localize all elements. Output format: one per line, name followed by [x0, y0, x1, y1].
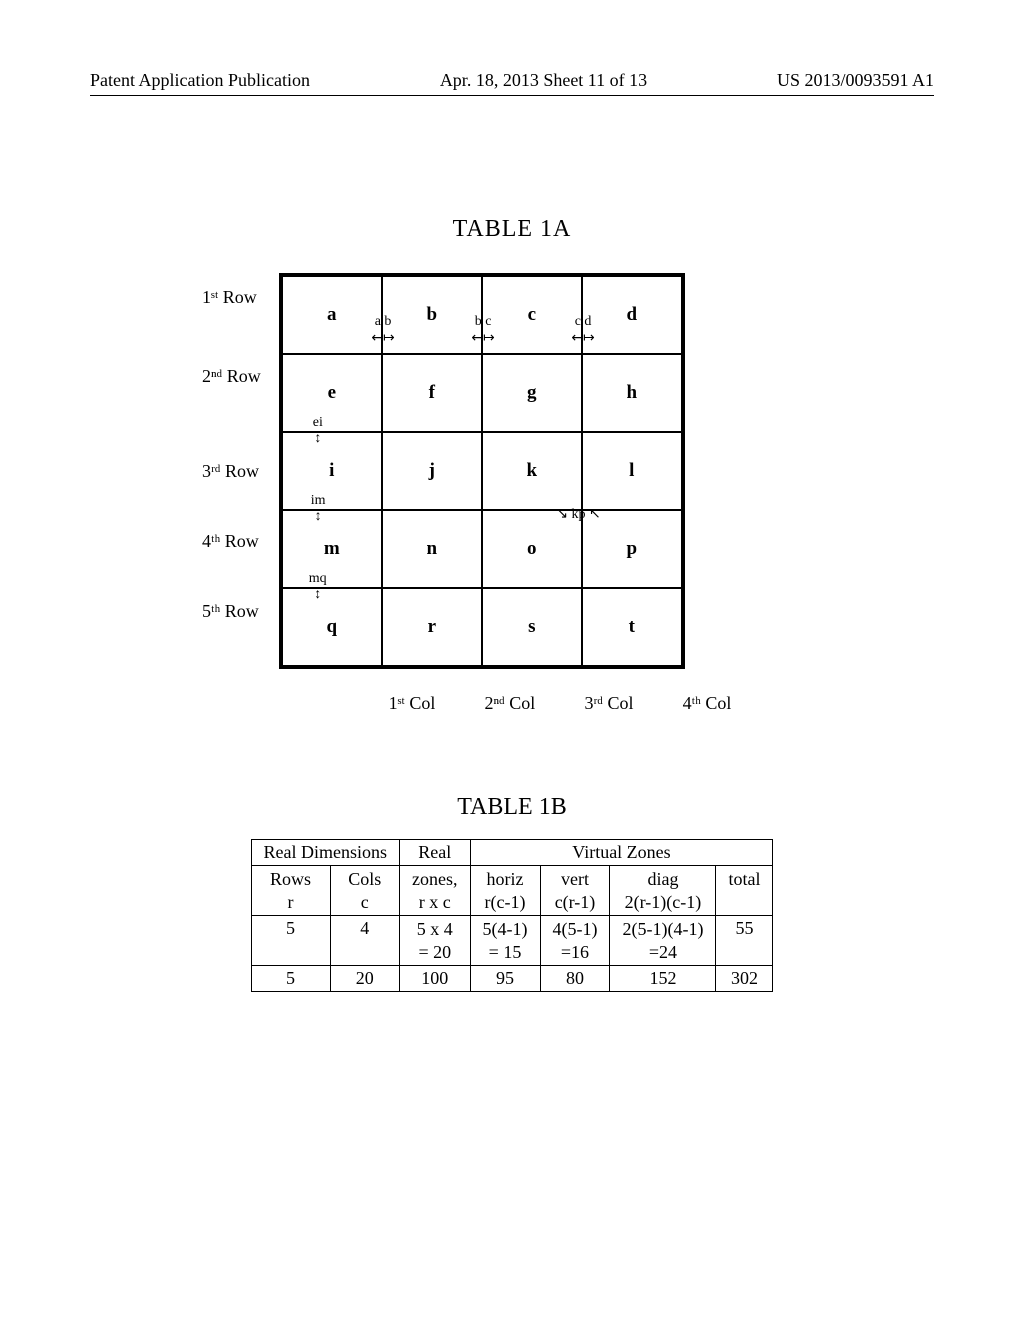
- cell: 302: [716, 966, 773, 992]
- cell: 2(5-1)(4-1)=24: [610, 916, 716, 966]
- cell-q: q: [282, 588, 382, 666]
- table1a-row-labels: 1ˢᵗ Row 2ⁿᵈ Row 3ʳᵈ Row 4ᵗʰ Row 5ᵗʰ Row: [202, 273, 261, 651]
- cell-j: j: [382, 432, 482, 510]
- cell-l: l: [582, 432, 682, 510]
- th-horiz: horizr(c-1): [470, 866, 540, 916]
- table1b-title: TABLE 1B: [90, 794, 934, 821]
- cell-d: d: [582, 276, 682, 354]
- cell-s: s: [482, 588, 582, 666]
- col-label: 3ʳᵈ Col: [584, 693, 633, 714]
- th-real-dim: Real Dimensions: [251, 840, 400, 866]
- cell-r: r: [382, 588, 482, 666]
- cell-a: a a b↤↦: [282, 276, 382, 354]
- row-label: 3ʳᵈ Row: [202, 431, 261, 511]
- table1a-grid: a a b↤↦ b b c↤↦ c c d↤↦ d e: [279, 273, 685, 669]
- cell-b: b b c↤↦: [382, 276, 482, 354]
- cell-p: p: [582, 510, 682, 588]
- header-right: US 2013/0093591 A1: [777, 70, 934, 91]
- col-label: 4ᵗʰ Col: [683, 693, 732, 714]
- th-real: Real: [400, 840, 470, 866]
- cell-f: f: [382, 354, 482, 432]
- page-header: Patent Application Publication Apr. 18, …: [90, 70, 934, 96]
- table-row: 5 4 5 x 4= 20 5(4-1)= 15 4(5-1)=16 2(5-1…: [251, 916, 773, 966]
- cell-n: n: [382, 510, 482, 588]
- cell-h: h: [582, 354, 682, 432]
- cell: 5: [251, 966, 330, 992]
- cell: 4(5-1)=16: [540, 916, 610, 966]
- cell-o: o: [482, 510, 582, 588]
- cell-k: k ↘ kp ↖: [482, 432, 582, 510]
- col-label: 2ⁿᵈ Col: [485, 693, 536, 714]
- cell: 20: [330, 966, 399, 992]
- table1b: Real Dimensions Real Virtual Zones Rowsr…: [251, 839, 774, 992]
- row-label: 1ˢᵗ Row: [202, 273, 261, 321]
- col-label: 1ˢᵗ Col: [389, 693, 436, 714]
- cell: 4: [330, 916, 399, 966]
- th-vert: vertc(r-1): [540, 866, 610, 916]
- cell-m: m mq↕: [282, 510, 382, 588]
- cell: 95: [470, 966, 540, 992]
- th-total: total: [716, 866, 773, 916]
- cell-g: g: [482, 354, 582, 432]
- cell-e: e ei↕: [282, 354, 382, 432]
- table1a: 1ˢᵗ Row 2ⁿᵈ Row 3ʳᵈ Row 4ᵗʰ Row 5ᵗʰ Row …: [202, 273, 822, 669]
- cell: 100: [400, 966, 470, 992]
- cell: 5(4-1)= 15: [470, 916, 540, 966]
- table1a-title: TABLE 1A: [90, 216, 934, 243]
- cell: 152: [610, 966, 716, 992]
- th-rows: Rowsr: [251, 866, 330, 916]
- th-virtual: Virtual Zones: [470, 840, 773, 866]
- cell-t: t: [582, 588, 682, 666]
- header-mid: Apr. 18, 2013 Sheet 11 of 13: [440, 70, 647, 91]
- th-zones: zones,r x c: [400, 866, 470, 916]
- cell-i: i im↕: [282, 432, 382, 510]
- row-label: 2ⁿᵈ Row: [202, 321, 261, 431]
- table-row: 5 20 100 95 80 152 302: [251, 966, 773, 992]
- row-label: 4ᵗʰ Row: [202, 511, 261, 571]
- row-label: 5ᵗʰ Row: [202, 571, 261, 651]
- header-left: Patent Application Publication: [90, 70, 310, 91]
- th-cols: Colsc: [330, 866, 399, 916]
- cell-c: c c d↤↦: [482, 276, 582, 354]
- cell: 5 x 4= 20: [400, 916, 470, 966]
- cell: 55: [716, 916, 773, 966]
- cell: 5: [251, 916, 330, 966]
- th-diag: diag2(r-1)(c-1): [610, 866, 716, 916]
- table1a-col-labels: 1ˢᵗ Col 2ⁿᵈ Col 3ʳᵈ Col 4ᵗʰ Col: [202, 693, 822, 714]
- cell: 80: [540, 966, 610, 992]
